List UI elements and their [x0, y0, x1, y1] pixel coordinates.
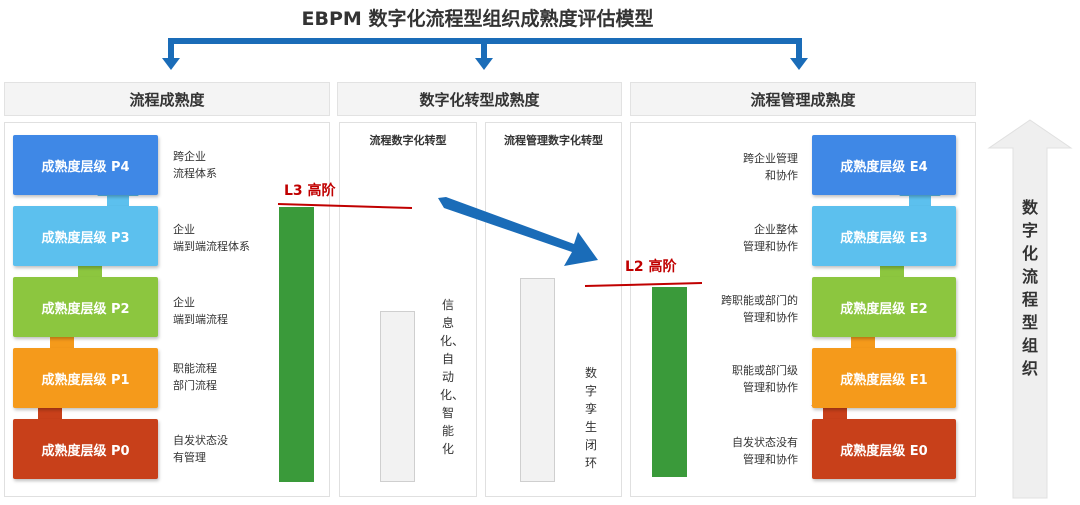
- vertical-text-management-digital: 数字孪生闭环: [584, 366, 597, 470]
- desc-p1: 职能流程 部门流程: [173, 362, 217, 392]
- side-label: 数字化流程型组织: [1021, 198, 1038, 378]
- desc-e4: 跨企业管理 和协作: [743, 152, 798, 182]
- level-e2: 成熟度层级 E2: [812, 277, 956, 337]
- l3-tag: L3 高阶: [284, 183, 336, 199]
- process-digital-bar: [380, 311, 415, 482]
- l2-tag: L2 高阶: [625, 259, 677, 275]
- level-e0: 成熟度层级 E0: [812, 419, 956, 479]
- side-up-arrow: [987, 119, 1073, 499]
- header-management-maturity: 流程管理成熟度: [630, 82, 976, 116]
- level-p2: 成熟度层级 P2: [13, 277, 158, 337]
- right-green-bar: [652, 287, 687, 477]
- top-bracket: [162, 38, 808, 70]
- level-p3: 成熟度层级 P3: [13, 206, 158, 266]
- level-e1: 成熟度层级 E1: [812, 348, 956, 408]
- level-e3: 成熟度层级 E3: [812, 206, 956, 266]
- header-digital-maturity: 数字化转型成熟度: [337, 82, 622, 116]
- level-p4: 成熟度层级 P4: [13, 135, 158, 195]
- desc-p2: 企业 端到端流程: [173, 296, 228, 326]
- desc-p4: 跨企业 流程体系: [173, 150, 217, 180]
- page-title: EBPM 数字化流程型组织成熟度评估模型: [301, 8, 654, 30]
- management-digital-bar: [520, 278, 555, 482]
- subheader-management-digital: 流程管理数字化转型: [504, 134, 603, 147]
- subheader-process-digital: 流程数字化转型: [369, 134, 447, 147]
- level-p0: 成熟度层级 P0: [13, 419, 158, 479]
- left-green-bar: [279, 207, 314, 482]
- desc-p0: 自发状态没 有管理: [173, 434, 228, 464]
- level-e4: 成熟度层级 E4: [812, 135, 956, 195]
- desc-e0: 自发状态没有 管理和协作: [732, 436, 798, 466]
- desc-e3: 企业整体 管理和协作: [743, 223, 798, 253]
- level-p1: 成熟度层级 P1: [13, 348, 158, 408]
- header-process-maturity: 流程成熟度: [4, 82, 330, 116]
- desc-e2: 跨职能或部门的 管理和协作: [721, 294, 798, 324]
- desc-p3: 企业 端到端流程体系: [173, 223, 250, 253]
- desc-e1: 职能或部门级 管理和协作: [732, 364, 798, 394]
